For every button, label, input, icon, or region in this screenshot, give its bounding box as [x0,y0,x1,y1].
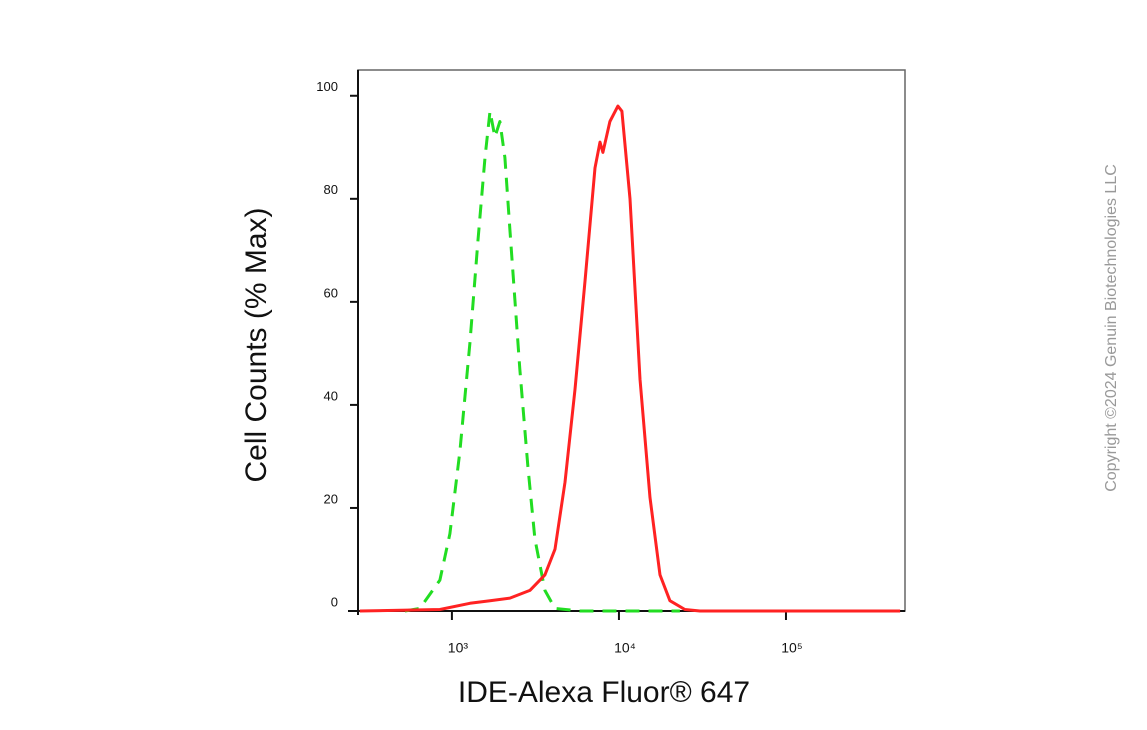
x-tick-label: 10⁵ [781,640,802,656]
x-tick-label: 10⁴ [614,640,636,656]
plot-frame [357,69,906,612]
watermark: Copyright ©2024 Genuin Biotechnologies L… [1103,164,1120,492]
y-tick-label: 100 [316,79,338,94]
y-axis-label: Cell Counts (% Max) [240,207,273,482]
series-line [404,109,680,613]
y-tick-label: 0 [331,594,338,609]
series-line [359,104,901,613]
y-tick-label: 80 [324,182,338,197]
x-tick-label: 10³ [448,640,469,656]
y-tick-label: 40 [324,388,338,403]
x-axis-label: IDE-Alexa Fluor® 647 [458,676,750,709]
y-tick-label: 20 [324,491,338,506]
y-tick-label: 60 [324,285,338,300]
